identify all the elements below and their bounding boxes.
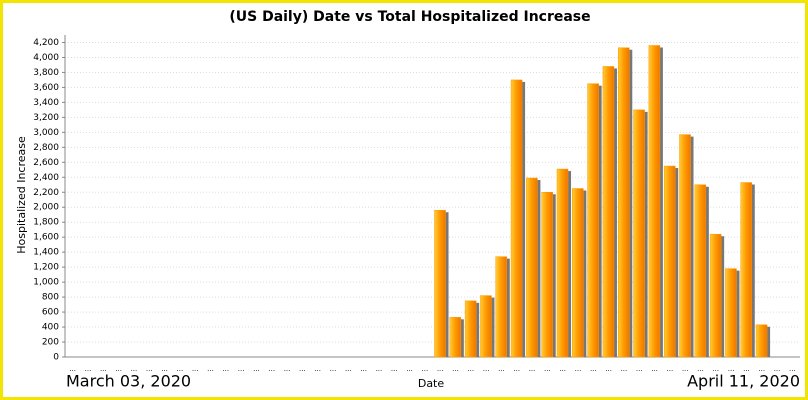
x-tick-label: ... — [360, 365, 367, 373]
x-tick-label: ... — [376, 365, 383, 373]
y-tick-label: 3,000 — [33, 128, 59, 138]
x-tick-label: ... — [544, 365, 551, 373]
y-tick-label: 1,400 — [33, 248, 59, 258]
x-tick-label: ... — [131, 365, 138, 373]
end-date: April 11, 2020 — [687, 372, 800, 391]
bar — [633, 109, 645, 358]
bar — [434, 209, 446, 358]
bar — [572, 188, 584, 358]
y-tick-label: 4,000 — [33, 53, 59, 63]
x-tick-label: ... — [575, 365, 582, 373]
x-tick-label: ... — [758, 365, 765, 373]
x-tick-label: ... — [483, 365, 490, 373]
x-tick-label: ... — [406, 365, 413, 373]
bar — [541, 192, 553, 358]
x-tick-label: ... — [774, 365, 781, 373]
x-tick-label: ... — [238, 365, 245, 373]
bar — [755, 324, 768, 358]
x-tick-label: ... — [330, 365, 337, 373]
bar — [464, 300, 477, 358]
x-tick-label: ... — [253, 365, 260, 373]
y-tick-label: 200 — [42, 338, 59, 348]
x-tick-label: ... — [498, 365, 505, 373]
x-tick-label: ... — [590, 365, 597, 373]
x-tick-label: ... — [697, 365, 704, 373]
x-tick-label: ... — [667, 365, 674, 373]
bar — [510, 79, 523, 358]
y-tick-label: 2,600 — [33, 158, 59, 168]
bar — [602, 66, 615, 358]
x-tick-label: ... — [651, 365, 658, 373]
x-tick-label: ... — [605, 365, 612, 373]
bar — [694, 184, 707, 358]
x-tick-label: ... — [161, 365, 168, 373]
x-tick-label: ... — [743, 365, 750, 373]
y-tick-label: 1,200 — [33, 263, 59, 273]
x-tick-label: ... — [177, 365, 184, 373]
y-tick-label: 2,800 — [33, 143, 59, 153]
x-tick-label: ... — [115, 365, 122, 373]
y-tick-label: 2,000 — [33, 203, 59, 213]
y-tick-label: 1,000 — [33, 278, 59, 288]
bar — [679, 134, 691, 358]
x-tick-label: ... — [712, 365, 719, 373]
bar — [618, 47, 630, 358]
y-tick-label: 3,400 — [33, 98, 59, 108]
bar — [495, 256, 508, 358]
x-tick-label: ... — [559, 365, 566, 373]
x-tick-label: ... — [85, 365, 92, 373]
bar — [556, 168, 569, 358]
x-tick-label: ... — [268, 365, 275, 373]
y-axis-label: Hospitalized Increase — [15, 136, 28, 254]
y-tick-label: 1,600 — [33, 233, 59, 243]
x-tick-label: ... — [682, 365, 689, 373]
y-tick-label: 600 — [42, 308, 59, 318]
x-tick-label: ... — [422, 365, 429, 373]
y-tick-label: 800 — [42, 293, 59, 303]
y-tick-label: 3,200 — [33, 113, 59, 123]
bar — [648, 45, 661, 358]
bar — [526, 177, 538, 358]
bar — [449, 317, 462, 358]
x-tick-label: ... — [314, 365, 321, 373]
x-tick-label: ... — [467, 365, 474, 373]
x-tick-label: ... — [284, 365, 291, 373]
y-tick-label: 2,200 — [33, 188, 59, 198]
x-tick-label: ... — [621, 365, 628, 373]
x-tick-label: ... — [222, 365, 229, 373]
x-tick-label: ... — [513, 365, 520, 373]
x-tick-label: ... — [207, 365, 214, 373]
x-tick-label: ... — [100, 365, 107, 373]
y-tick-label: 3,800 — [33, 68, 59, 78]
x-tick-label: ... — [146, 365, 153, 373]
bar — [480, 295, 492, 358]
x-tick-label: ... — [636, 365, 643, 373]
y-tick-label: 3,600 — [33, 83, 59, 93]
y-tick-label: 4,200 — [33, 38, 59, 48]
x-tick-label: ... — [728, 365, 735, 373]
y-tick-label: 400 — [42, 323, 59, 333]
x-tick-label: ... — [789, 365, 796, 373]
x-tick-label: ... — [529, 365, 536, 373]
x-tick-label: ... — [391, 365, 398, 373]
x-tick-label: ... — [299, 365, 306, 373]
x-tick-label: ... — [192, 365, 199, 373]
bar — [587, 83, 599, 358]
x-tick-label: ... — [345, 365, 352, 373]
bar — [740, 182, 753, 358]
x-tick-label: ... — [69, 365, 76, 373]
start-date: March 03, 2020 — [66, 372, 191, 391]
y-tick-label: 1,800 — [33, 218, 59, 228]
chart-title: (US Daily) Date vs Total Hospitalized In… — [229, 9, 590, 25]
y-tick-label: 2,400 — [33, 173, 59, 183]
bar — [725, 268, 737, 358]
bar — [709, 233, 722, 358]
x-tick-label: ... — [452, 365, 459, 373]
x-axis-label: Date — [418, 377, 445, 390]
bar — [663, 165, 676, 358]
y-tick-label: 0 — [53, 353, 59, 363]
x-tick-label: ... — [437, 365, 444, 373]
